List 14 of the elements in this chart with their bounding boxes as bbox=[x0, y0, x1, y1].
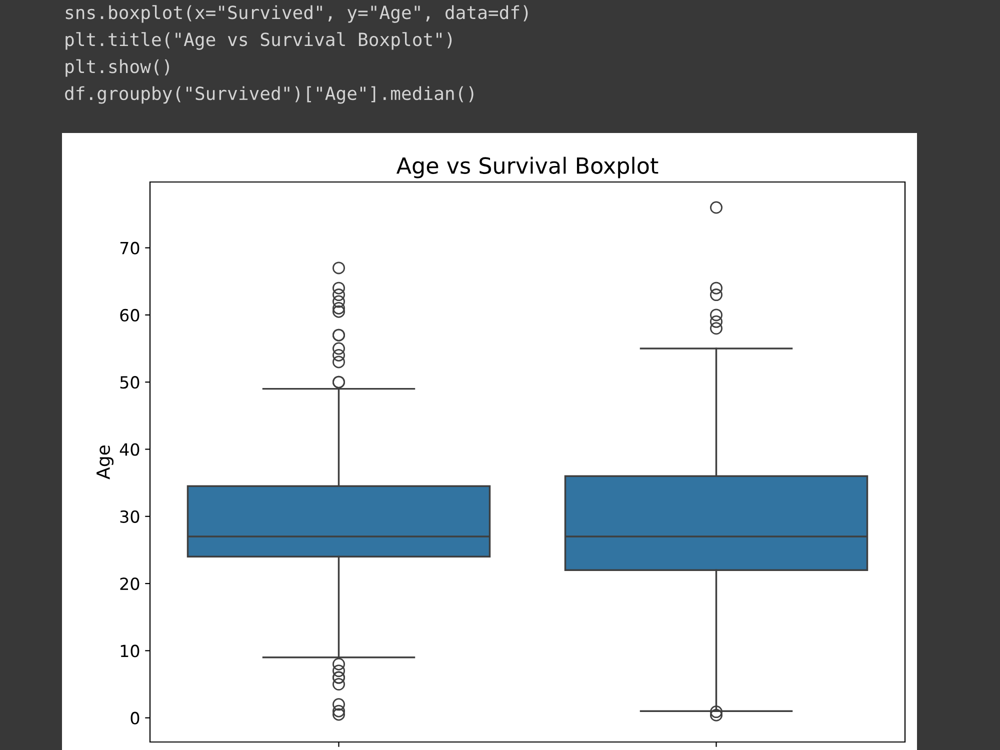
text: plt.title("Age vs Survival Boxplot") bbox=[66, 32, 452, 50]
y-tick-label: 20 bbox=[120, 577, 140, 590]
y-tick-label: 10 bbox=[120, 644, 140, 658]
y-tick-label: 50 bbox=[120, 376, 140, 389]
y-tick-label: 40 bbox=[120, 443, 140, 456]
text: sns.boxplot(x="Survived", y="Age", data=df) bbox=[66, 5, 528, 23]
text: plt.show() bbox=[66, 59, 169, 77]
y-tick-label: 70 bbox=[120, 242, 140, 254]
y-axis-title: Age bbox=[96, 446, 114, 480]
text: df.groupby("Survived")["Age"].median() bbox=[65, 86, 474, 104]
chart-title: Age vs Survival Boxplot bbox=[396, 156, 658, 178]
y-tick-label: 30 bbox=[120, 510, 140, 523]
y-tick-label: 60 bbox=[120, 308, 140, 322]
y-tick-label: 0 bbox=[130, 712, 140, 724]
